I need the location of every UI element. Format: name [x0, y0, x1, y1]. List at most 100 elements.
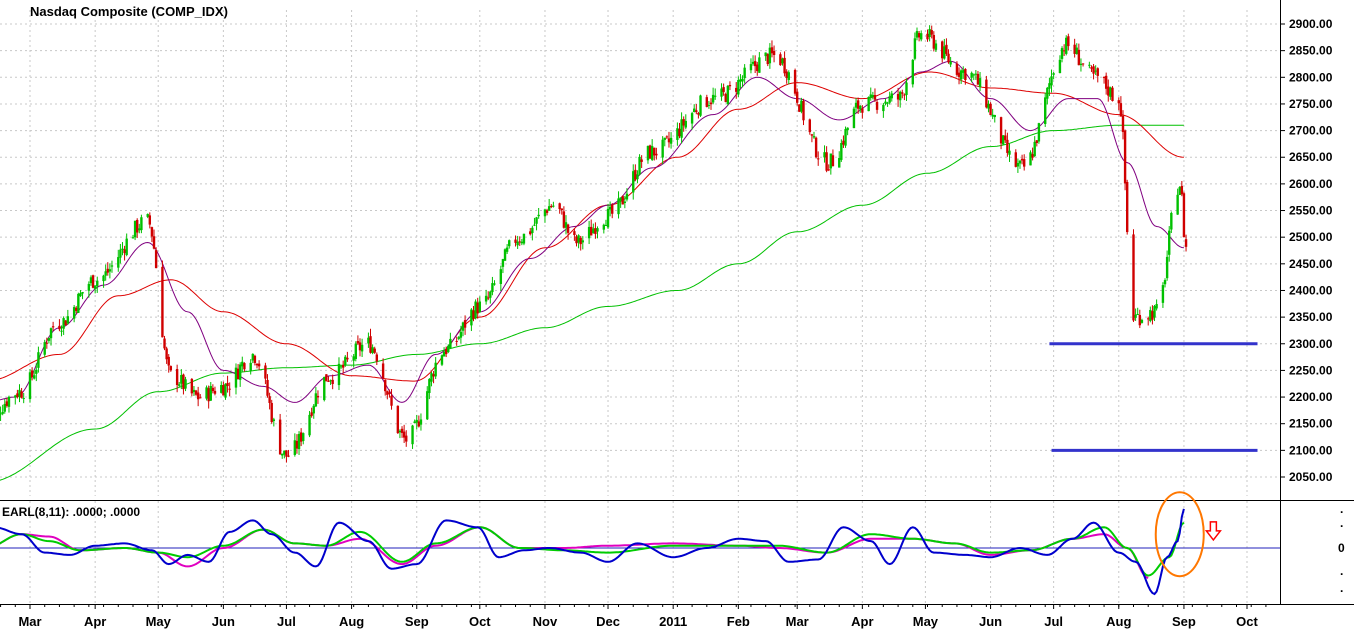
x-tick-label: Apr — [851, 614, 873, 629]
candle-up — [537, 214, 540, 217]
y-tick-label: 2700.00 — [1289, 124, 1333, 138]
candle-up — [37, 352, 40, 368]
candle-down — [653, 147, 656, 156]
candle-down — [135, 219, 139, 233]
candle-down — [1077, 49, 1081, 66]
candle-down — [163, 338, 166, 349]
indicator-annotations — [1154, 491, 1222, 578]
candle-up — [699, 95, 702, 116]
down-arrow-icon — [1204, 521, 1222, 542]
candle-up — [638, 156, 641, 175]
candle-up — [911, 59, 914, 85]
candle-up — [119, 249, 122, 258]
candle-down — [373, 348, 376, 353]
candle-up — [823, 152, 826, 158]
candle-down — [384, 380, 387, 392]
candle-down — [257, 363, 261, 367]
y-tick-label: 2400.00 — [1289, 283, 1333, 297]
candle-down — [402, 431, 406, 438]
candle-up — [489, 291, 492, 298]
candle-down — [266, 379, 269, 396]
candle-up — [869, 94, 872, 98]
candle-down — [194, 390, 198, 395]
candle-down — [331, 379, 334, 385]
y-tick-label: 2500.00 — [1289, 230, 1333, 244]
candle-up — [18, 389, 21, 398]
candle-up — [987, 103, 990, 109]
candle-up — [1165, 256, 1169, 279]
candle-down — [444, 349, 448, 355]
candle-up — [14, 395, 17, 398]
candle-up — [632, 171, 635, 193]
x-tick-label: Jun — [212, 614, 235, 629]
candle-down — [432, 374, 435, 377]
candle-down — [381, 363, 385, 379]
candle-up — [192, 389, 196, 393]
candle-down — [243, 363, 246, 370]
candle-up — [928, 28, 931, 38]
candle-up — [1050, 76, 1053, 86]
y-tick-label: 2250.00 — [1289, 363, 1333, 377]
candle-up — [1140, 319, 1144, 323]
candle-up — [1149, 310, 1152, 321]
candle-up — [146, 214, 149, 217]
candlesticks — [0, 25, 1188, 463]
candle-down — [169, 366, 173, 371]
candle-down — [253, 355, 257, 363]
candle-down — [167, 356, 170, 366]
candle-up — [547, 206, 551, 211]
candle-down — [487, 297, 490, 299]
candle-down — [1031, 154, 1034, 158]
candle-up — [1029, 152, 1032, 166]
candle-up — [79, 293, 82, 297]
candle-up — [371, 347, 374, 354]
candle-up — [283, 450, 286, 455]
candle-up — [430, 373, 433, 382]
candle-up — [1075, 47, 1078, 55]
candle-up — [884, 101, 887, 104]
candle-up — [751, 61, 755, 64]
candle-down — [648, 145, 652, 159]
candle-down — [472, 310, 475, 319]
candle-down — [199, 397, 202, 399]
candle-up — [602, 224, 606, 230]
candle-up — [844, 129, 847, 146]
candle-down — [1004, 135, 1007, 141]
y-tick-label: 2200.00 — [1289, 390, 1333, 404]
candle-up — [684, 120, 687, 128]
candle-up — [1001, 135, 1005, 145]
candle-up — [663, 137, 666, 140]
candle-up — [209, 386, 212, 401]
candle-up — [108, 269, 112, 272]
candle-up — [800, 100, 803, 112]
y-tick-label: 2100.00 — [1289, 443, 1333, 457]
candle-up — [829, 153, 833, 169]
candle-up — [329, 380, 332, 382]
candle-up — [501, 259, 505, 267]
candle-up — [854, 102, 858, 108]
candle-down — [396, 405, 400, 434]
candle-up — [7, 396, 11, 407]
price-grid — [0, 10, 1280, 496]
candle-down — [1180, 185, 1184, 195]
x-tick-label: Oct — [469, 614, 491, 629]
candle-down — [327, 380, 330, 382]
candle-down — [896, 94, 900, 100]
candle-up — [241, 361, 244, 367]
candle-up — [1161, 285, 1165, 303]
candle-down — [678, 128, 681, 137]
candle-down — [989, 103, 992, 116]
candle-up — [959, 70, 963, 80]
candle-up — [726, 85, 730, 104]
candle-up — [457, 337, 460, 339]
candle-down — [405, 435, 408, 442]
candle-down — [123, 249, 126, 254]
candle-up — [184, 379, 187, 389]
y-tick-label: 2600.00 — [1289, 177, 1333, 191]
candle-down — [1006, 139, 1009, 153]
x-tick-label: May — [913, 614, 939, 629]
candle-up — [1176, 194, 1179, 215]
candle-down — [917, 33, 921, 38]
candle-down — [817, 158, 820, 160]
candle-down — [268, 396, 271, 403]
